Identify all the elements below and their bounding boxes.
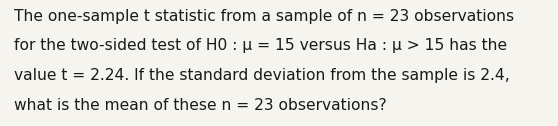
Text: value t = 2.24. If the standard deviation from the sample is 2.4,: value t = 2.24. If the standard deviatio… <box>14 68 509 83</box>
Text: for the two-sided test of H0 : μ = 15 versus Ha : μ > 15 has the: for the two-sided test of H0 : μ = 15 ve… <box>14 38 507 53</box>
Text: what is the mean of these n = 23 observations?: what is the mean of these n = 23 observa… <box>14 98 387 113</box>
Text: The one-sample t statistic from a sample of n = 23 observations: The one-sample t statistic from a sample… <box>14 9 514 24</box>
